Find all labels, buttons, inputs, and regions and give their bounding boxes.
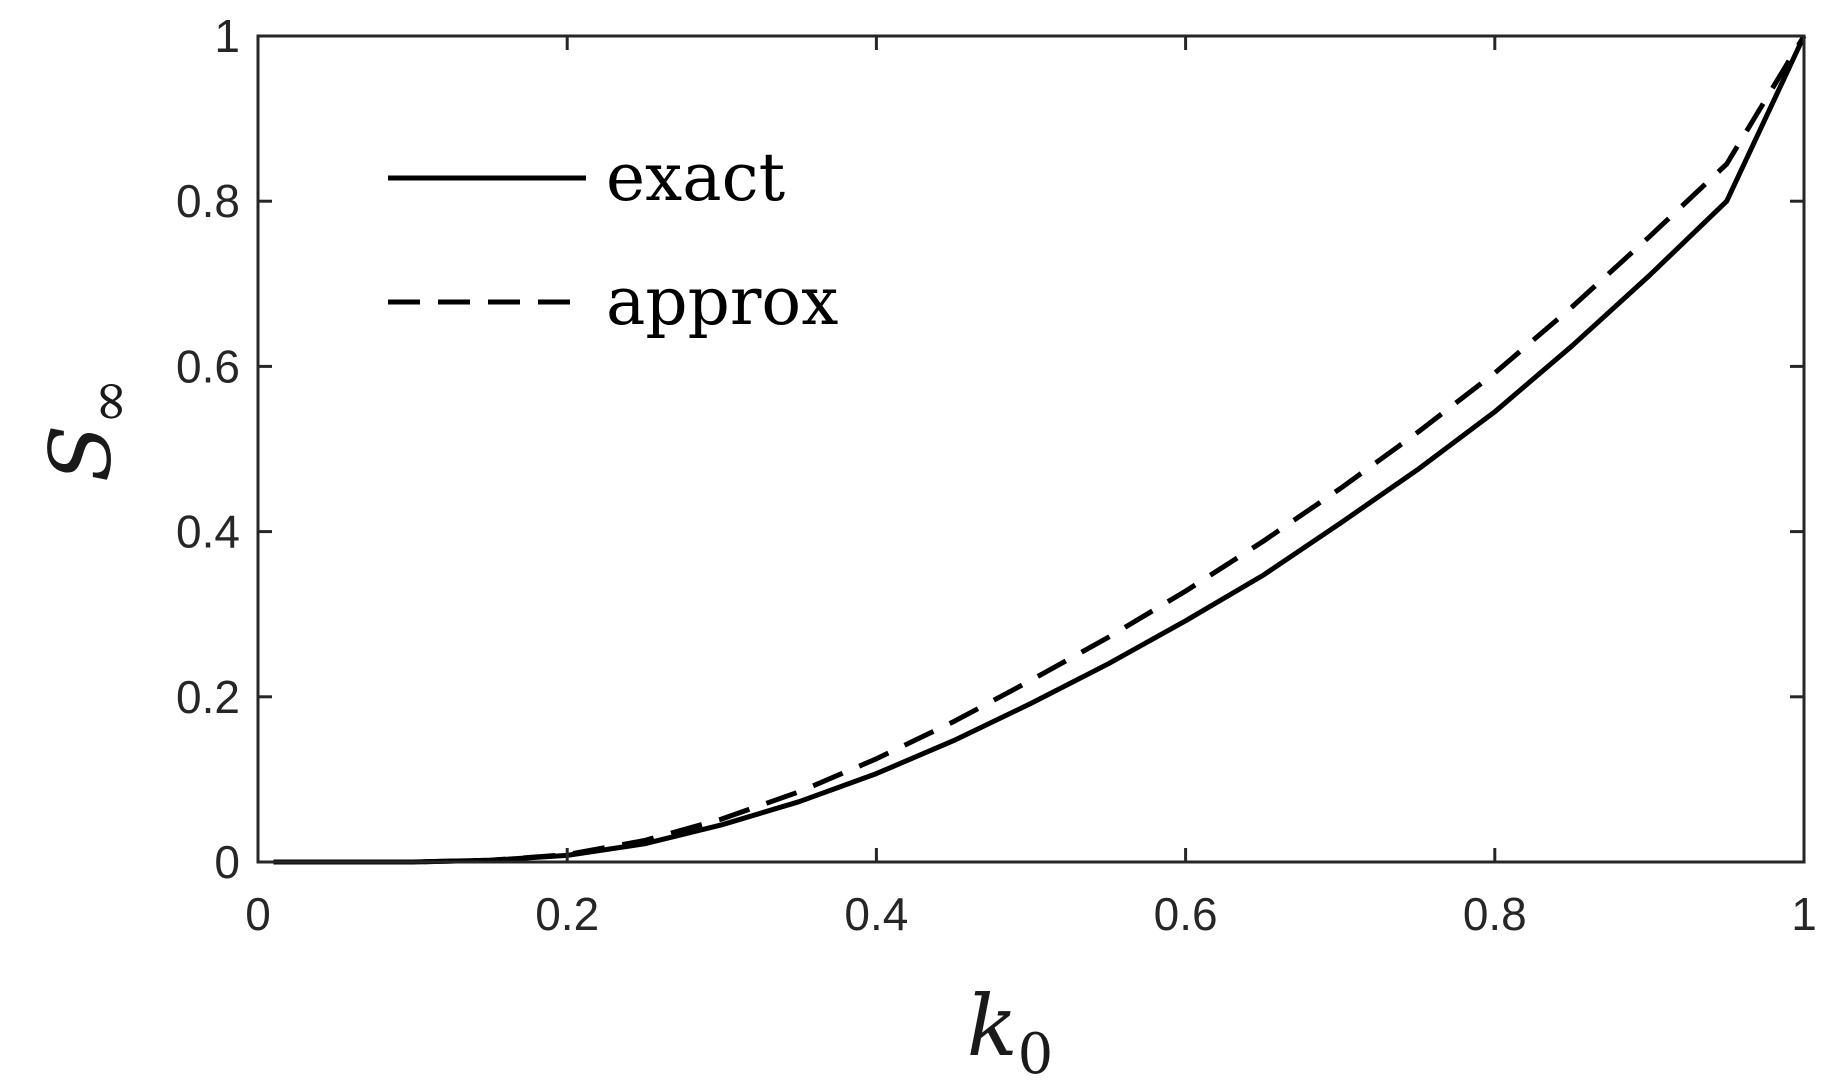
- y-tick-label: 0.6: [176, 340, 240, 392]
- x-axis-label-subscript: 0: [1018, 1022, 1054, 1087]
- y-axis-label-main: S: [32, 425, 130, 483]
- series-layer: [273, 34, 1807, 865]
- legend: exact approx: [388, 139, 838, 340]
- x-tick-label: 1: [1791, 888, 1817, 940]
- y-tick-label: 0.8: [176, 175, 240, 227]
- x-axis-label: k0: [967, 977, 1054, 1087]
- legend-label-approx: approx: [606, 263, 838, 340]
- x-tick-label: 0.2: [535, 888, 599, 940]
- legend-label-exact: exact: [606, 139, 785, 216]
- x-axis-label-main: k: [967, 977, 1018, 1075]
- tick-layer: 0 0.2 0.4 0.6 0.8 1 0 0.2 0.4 0.6 0.8 1: [176, 10, 1817, 940]
- plot-frame: [256, 34, 1806, 864]
- y-tick-label: 0.2: [176, 671, 240, 723]
- y-tick-label: 0.4: [176, 506, 240, 558]
- x-tick-label: 0.8: [1463, 888, 1527, 940]
- x-tick-label: 0: [245, 888, 271, 940]
- y-axis-label-subscript: ∞: [77, 378, 142, 425]
- x-tick-label: 0.4: [844, 888, 908, 940]
- y-tick-label: 0: [214, 836, 240, 888]
- series-line-exact: [273, 34, 1807, 865]
- y-tick-label: 1: [214, 10, 240, 62]
- series-line-approx: [273, 34, 1807, 865]
- y-axis-label: S∞: [32, 378, 142, 482]
- x-tick-label: 0.6: [1154, 888, 1218, 940]
